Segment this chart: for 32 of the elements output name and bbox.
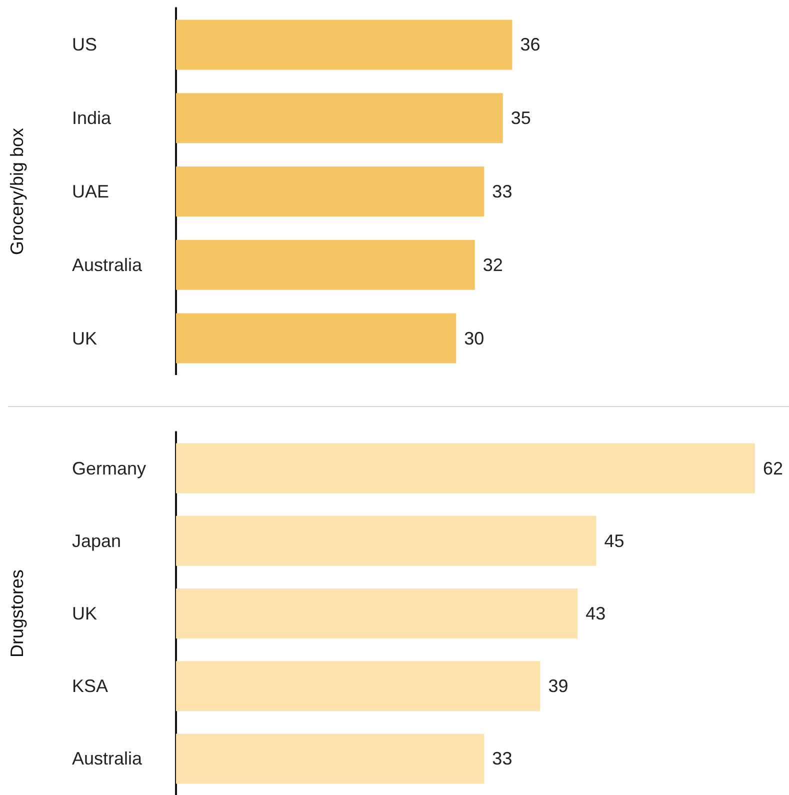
y-tick-label: UAE	[72, 182, 110, 202]
y-tick-label: KSA	[72, 676, 108, 696]
bar	[176, 588, 578, 638]
data-label: 36	[520, 34, 540, 55]
data-label: 33	[492, 748, 512, 769]
y-tick-label: Australia	[72, 254, 144, 275]
y-tick-label: US	[72, 34, 98, 55]
y-axis-title: Drugstores	[7, 569, 27, 658]
y-axis-title: Grocery/big box	[7, 128, 27, 256]
y-tick-label: UK	[72, 604, 98, 624]
y-tick-label: Australia	[72, 748, 144, 769]
data-label: 32	[482, 254, 503, 275]
bar	[176, 661, 540, 712]
bar	[176, 313, 456, 364]
data-label: 45	[604, 530, 624, 551]
data-label: 62	[763, 458, 784, 478]
bar	[176, 20, 512, 70]
y-tick-label: UK	[72, 328, 98, 348]
data-label: 35	[510, 108, 531, 128]
y-tick-label: India	[72, 108, 112, 128]
bar	[176, 734, 484, 784]
data-label: 43	[586, 604, 606, 624]
data-label: 33	[492, 182, 512, 202]
bar	[176, 166, 484, 216]
data-label: 30	[464, 328, 484, 348]
y-tick-label: Germany	[72, 458, 146, 478]
data-label: 39	[548, 676, 568, 696]
y-tick-label: Japan	[72, 530, 122, 551]
bar	[176, 443, 755, 494]
bar	[176, 240, 475, 290]
bar	[176, 93, 503, 144]
bar	[176, 516, 596, 566]
